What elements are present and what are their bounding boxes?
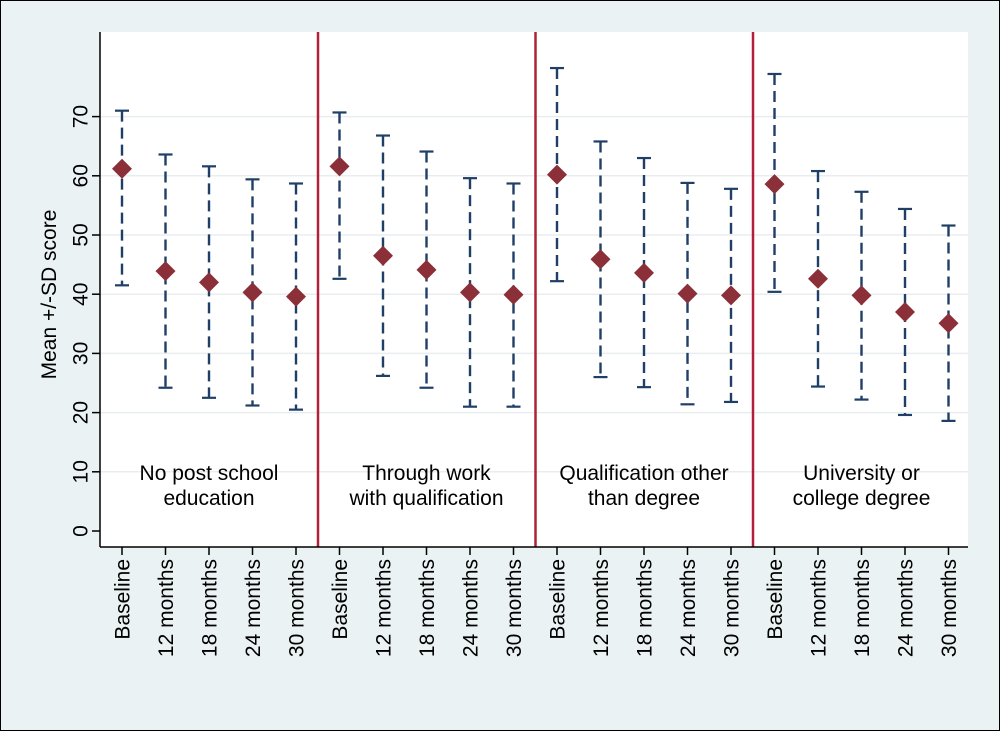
mean-marker: [503, 284, 524, 305]
gridlines: [100, 115, 968, 473]
error-bar: [332, 111, 347, 280]
x-tick-label: 30 months: [285, 559, 308, 657]
mean-marker: [112, 158, 132, 179]
y-axis: 0 10 20 30 40 50 60 70: [69, 32, 101, 547]
panel-label: education: [163, 487, 254, 510]
y-axis-title: Mean +/-SD score: [38, 210, 61, 380]
x-tick-label: 18 months: [416, 559, 439, 657]
x-tick-label: 24 months: [459, 559, 482, 657]
mean-marker: [416, 259, 437, 280]
panel-label: University or: [803, 462, 920, 485]
x-tick-label: 30 months: [503, 559, 526, 657]
x-tick-label: 12 months: [155, 559, 178, 657]
x-tick-label: 24 months: [894, 559, 917, 657]
panel-label: Through work: [362, 462, 491, 485]
x-tick-label: 12 months: [372, 559, 395, 657]
panel-label: than degree: [588, 487, 700, 510]
x-tick-label: 24 months: [677, 559, 700, 657]
panel-separators: [316, 32, 755, 547]
x-tick-label: Baseline: [764, 559, 787, 640]
panel-label: college degree: [793, 487, 931, 510]
mean-marker: [590, 249, 611, 270]
x-tick-label: 12 months: [807, 559, 830, 657]
error-bar: [115, 109, 129, 287]
mean-marker: [764, 174, 785, 195]
y-tick-label: 30: [69, 342, 92, 365]
x-tick-label: 30 months: [720, 559, 743, 657]
error-bar: [289, 182, 303, 411]
x-tick-label: 18 months: [198, 559, 221, 657]
error-bar: [941, 224, 956, 422]
mean-marker: [373, 245, 393, 266]
y-tick-label: 20: [69, 401, 92, 424]
x-tick-label: 24 months: [242, 559, 265, 657]
mean-marker: [199, 272, 219, 293]
mean-marker: [634, 262, 654, 283]
y-tick-label: 40: [69, 283, 92, 306]
error-bar: [419, 150, 434, 389]
y-tick-label: 60: [69, 164, 92, 187]
mean-marker: [721, 285, 741, 306]
mean-marker: [329, 156, 350, 177]
mean-marker: [677, 283, 698, 304]
mean-marker: [242, 282, 263, 303]
y-tick-label: 0: [69, 525, 92, 537]
x-tick-label: Baseline: [546, 559, 569, 640]
error-bar: [245, 178, 260, 407]
panel-label: Qualification other: [559, 462, 728, 485]
x-axis: Baseline 12 months 18 months 24 months 30 mo…: [100, 546, 968, 657]
x-tick-label: Baseline: [111, 559, 134, 640]
error-bar: [158, 153, 173, 389]
error-bar: [593, 140, 608, 379]
panel-label: No post school: [140, 462, 279, 485]
mean-marker: [938, 313, 959, 334]
mean-markers: [112, 156, 959, 334]
y-tick-label: 10: [69, 460, 92, 483]
plot-area: [100, 32, 968, 547]
x-tick-label: 30 months: [938, 559, 961, 657]
mean-marker: [808, 268, 828, 289]
x-tick-label: 18 months: [633, 559, 656, 657]
mean-marker: [155, 261, 176, 282]
panel-label: with qualification: [348, 487, 503, 510]
x-tick-label: Baseline: [329, 559, 352, 640]
y-tick-label: 50: [69, 223, 92, 246]
mean-marker: [895, 301, 915, 322]
mean-marker: [460, 282, 480, 303]
x-tick-label: 18 months: [851, 559, 874, 657]
error-bar: [463, 177, 477, 408]
error-bar: [202, 165, 216, 399]
x-tick-label: 12 months: [590, 559, 613, 657]
mean-marker: [286, 286, 306, 307]
mean-marker: [851, 285, 872, 306]
error-bar: [637, 156, 651, 389]
y-tick-label: 70: [69, 105, 92, 128]
mean-marker: [547, 164, 567, 185]
